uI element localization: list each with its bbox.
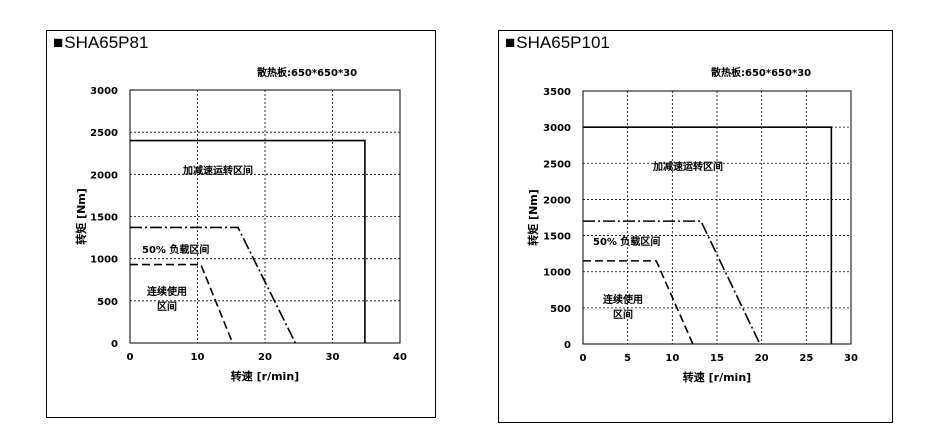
x-axis-label: 转速 [r/min] xyxy=(683,370,751,384)
torque-speed-plot: 0 10 20 30 40 0 500 1000 1500 2000 2500 3000 加减速运转区间… xyxy=(74,66,407,383)
y-tick-label: 500 xyxy=(97,297,118,308)
region-label-3: 连续使用区间 xyxy=(603,293,643,321)
y-tick-label: 1500 xyxy=(90,213,118,224)
x-tick-label: 10 xyxy=(665,353,679,364)
x-tick-label: 20 xyxy=(258,352,272,363)
chart-title-text: SHA65P81 xyxy=(64,33,149,52)
y-tick-label: 1000 xyxy=(90,255,118,266)
series-line-1 xyxy=(583,126,833,344)
y-tick-label: 1000 xyxy=(543,268,571,279)
y-tick-label: 2000 xyxy=(543,195,571,206)
plot-frame xyxy=(129,89,401,344)
x-tick-label: 0 xyxy=(127,352,134,363)
heat-sink-note: 散热板:650*650*30 xyxy=(711,66,811,79)
x-tick-label: 40 xyxy=(393,352,407,363)
x-tick-label: 20 xyxy=(755,353,769,364)
x-tick-label: 15 xyxy=(710,353,724,364)
y-tick-label: 2500 xyxy=(543,159,571,170)
chart-title: ■SHA65P81 xyxy=(53,33,148,53)
y-tick-label: 500 xyxy=(550,304,571,315)
x-tick-label: 30 xyxy=(844,353,858,364)
square-bullet-icon: ■ xyxy=(53,33,64,52)
chart-title-text: SHA65P101 xyxy=(516,33,610,52)
region-label-1: 加减速运转区间 xyxy=(652,160,723,173)
x-tick-label: 10 xyxy=(191,352,205,363)
y-tick-label: 0 xyxy=(111,339,118,350)
y-tick-label: 0 xyxy=(564,340,571,351)
y-tick-label: 3000 xyxy=(543,123,571,134)
x-tick-label: 25 xyxy=(799,353,813,364)
y-tick-label: 3500 xyxy=(543,87,571,98)
chart-panel-sha65p81: ■SHA65P81 0 10 20 30 40 0 500 1000 1500 2000 2500 3… xyxy=(46,30,436,418)
region-label-2: 50% 负载区间 xyxy=(593,235,660,248)
torque-speed-plot: 0 5 10 15 20 25 30 0 500 1000 1500 2000 2500 3000 3500… xyxy=(526,66,858,384)
series-line-1 xyxy=(130,139,366,343)
chart-title: ■SHA65P101 xyxy=(505,33,610,53)
region-label-2: 50% 负载区间 xyxy=(142,243,209,256)
y-axis-label: 转矩 [Nm] xyxy=(526,189,540,246)
series-line-3 xyxy=(130,263,234,344)
square-bullet-icon: ■ xyxy=(505,33,516,52)
heat-sink-note: 散热板:650*650*30 xyxy=(257,66,357,79)
region-label-3: 连续使用区间 xyxy=(147,285,187,313)
y-axis-label: 转矩 [Nm] xyxy=(74,188,88,245)
x-tick-label: 0 xyxy=(580,353,587,364)
series-line-2 xyxy=(130,226,297,344)
plot-frame xyxy=(582,90,852,345)
x-tick-label: 30 xyxy=(326,352,340,363)
y-tick-label: 3000 xyxy=(90,86,118,97)
series-line-2 xyxy=(583,220,761,345)
region-label-1: 加减速运转区间 xyxy=(182,164,253,177)
x-axis-label: 转速 [r/min] xyxy=(231,369,299,383)
chart-panel-sha65p101: ■SHA65P101 0 5 10 15 20 25 30 0 500 1000 1500 2000 2… xyxy=(498,30,893,423)
x-tick-label: 5 xyxy=(624,353,631,364)
y-tick-label: 1500 xyxy=(543,232,571,243)
series-line-3 xyxy=(583,260,694,345)
y-tick-label: 2500 xyxy=(90,128,118,139)
y-tick-label: 2000 xyxy=(90,170,118,181)
